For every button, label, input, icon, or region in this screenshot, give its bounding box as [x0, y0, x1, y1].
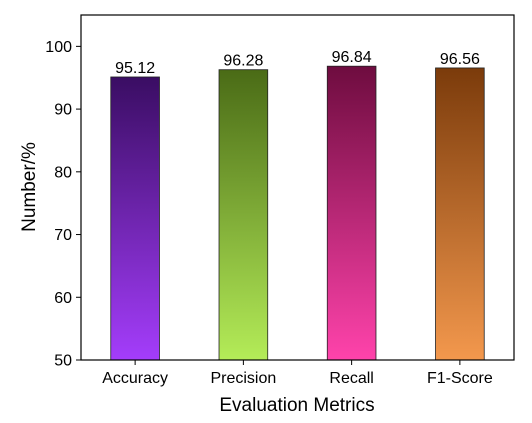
- y-tick-label: 80: [54, 164, 72, 181]
- axes-layer: Accuracy Precision Recall F1-Score 50 60 70 80 9…: [45, 39, 493, 387]
- data-label: 96.56: [440, 51, 480, 68]
- y-axis-title: Number/%: [19, 142, 40, 232]
- x-tick-label: Precision: [210, 370, 276, 387]
- x-tick-label: F1-Score: [427, 370, 493, 387]
- y-tick-label: 100: [45, 39, 72, 56]
- bar-precision: [218, 69, 269, 361]
- plot-frame: [80, 14, 515, 361]
- y-tick-label: 60: [54, 290, 72, 307]
- y-tick-label: 50: [54, 353, 72, 370]
- data-label: 95.12: [115, 60, 155, 77]
- bar-recall: [326, 65, 377, 361]
- x-tick-label: Accuracy: [102, 370, 168, 387]
- y-tick-label: 70: [54, 227, 72, 244]
- data-label: 96.84: [332, 49, 372, 66]
- x-axis-title: Evaluation Metrics: [219, 395, 374, 416]
- y-tick-label: 90: [54, 102, 72, 119]
- bar-accuracy: [110, 76, 160, 361]
- x-tick-label: Recall: [329, 370, 373, 387]
- bars-layer: 95.12 96.28 96.84 96.56: [110, 49, 485, 361]
- bar-f1-score: [435, 67, 485, 361]
- data-label: 96.28: [223, 53, 263, 70]
